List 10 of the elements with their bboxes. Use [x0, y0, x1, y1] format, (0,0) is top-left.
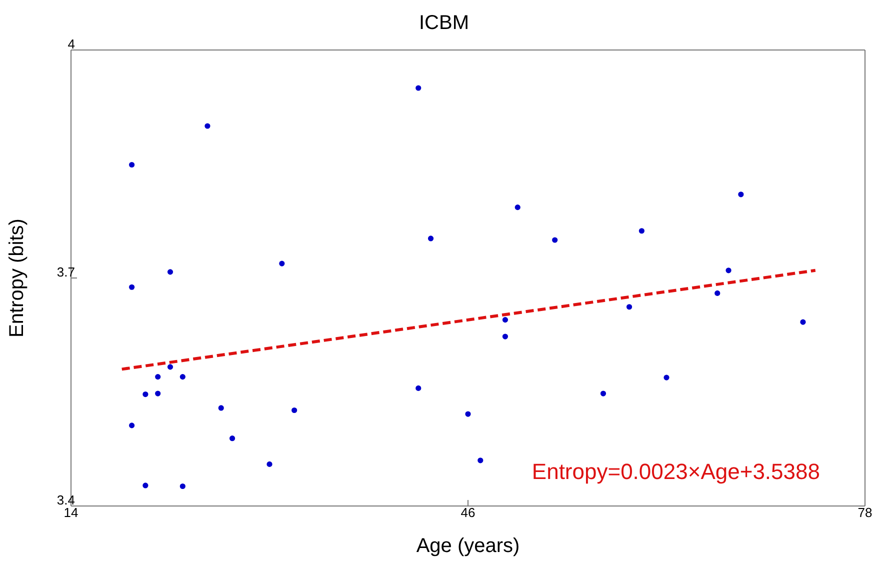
y-tick-label: 4 — [68, 36, 75, 52]
y-tick-label: 3.7 — [56, 264, 75, 280]
y-axis-title: Entropy (bits) — [6, 218, 28, 338]
annotation: Entropy=0.0023×Age+3.5388 — [532, 459, 820, 485]
x-tick-label: 14 — [64, 505, 78, 520]
x-tick-label: 46 — [460, 505, 476, 520]
y-tick-label: 3.4 — [56, 492, 75, 508]
x-tick-label: 78 — [858, 505, 872, 520]
chart-title: ICBM — [418, 12, 470, 35]
x-axis-title: Age (years) — [416, 535, 520, 557]
